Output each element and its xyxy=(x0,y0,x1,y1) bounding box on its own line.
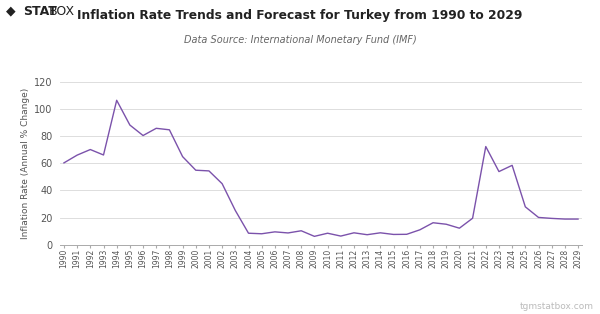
Text: ◆: ◆ xyxy=(6,5,16,18)
Text: Data Source: International Monetary Fund (IMF): Data Source: International Monetary Fund… xyxy=(184,35,416,45)
Text: Inflation Rate Trends and Forecast for Turkey from 1990 to 2029: Inflation Rate Trends and Forecast for T… xyxy=(77,9,523,22)
Y-axis label: Inflation Rate (Annual % Change): Inflation Rate (Annual % Change) xyxy=(20,88,29,239)
Text: BOX: BOX xyxy=(49,5,76,18)
Text: tgmstatbox.com: tgmstatbox.com xyxy=(520,302,594,311)
Text: STAT: STAT xyxy=(23,5,56,18)
